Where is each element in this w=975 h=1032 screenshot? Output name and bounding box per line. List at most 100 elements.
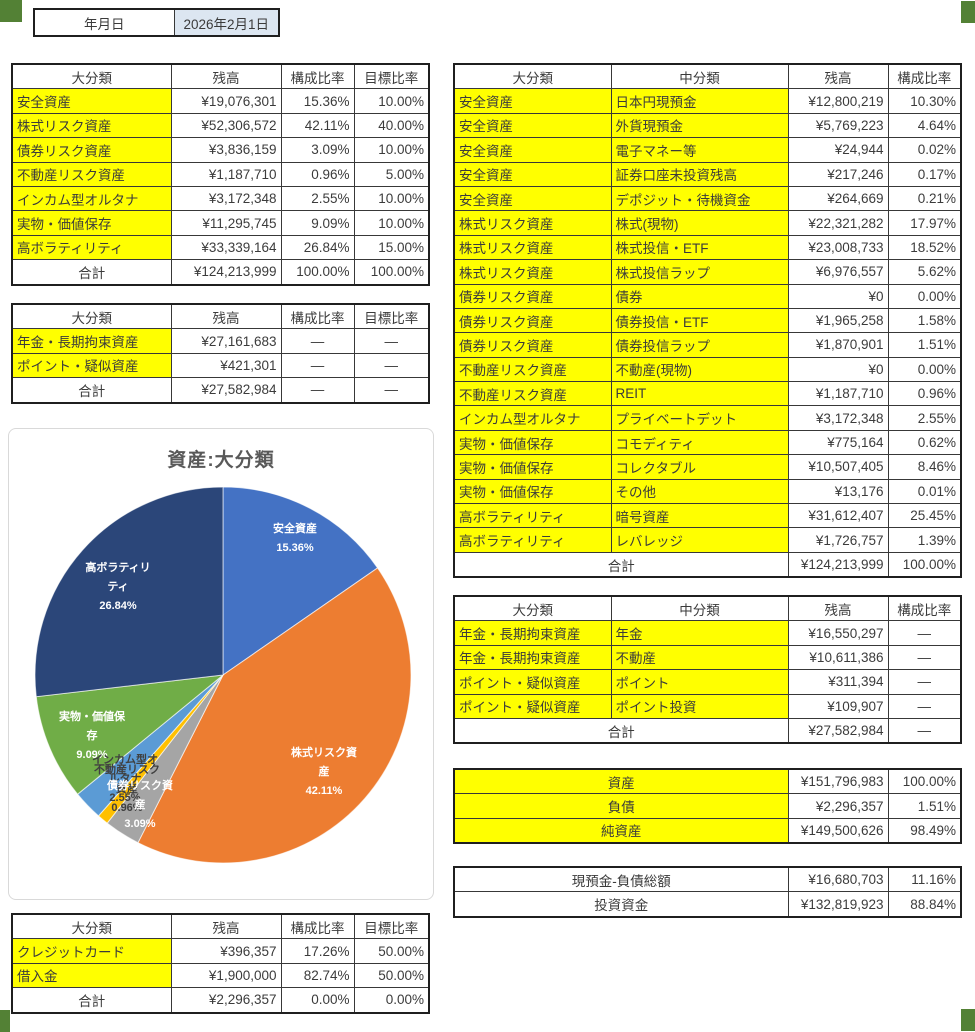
value-cell[interactable]: ¥3,836,159	[170, 137, 282, 163]
value-cell[interactable]: REIT	[610, 381, 789, 407]
value-cell[interactable]: 2.55%	[887, 405, 962, 431]
value-cell[interactable]: コレクタブル	[610, 454, 789, 480]
value-cell[interactable]: ¥1,900,000	[170, 962, 282, 989]
category-cell[interactable]: 実物・価値保存	[11, 210, 172, 236]
value-cell[interactable]: 26.84%	[280, 234, 355, 261]
category-cell[interactable]: ポイント・疑似資産	[453, 693, 612, 719]
value-cell[interactable]: 4.64%	[887, 112, 962, 139]
value-cell[interactable]: 8.46%	[887, 454, 962, 480]
value-cell[interactable]: その他	[610, 478, 789, 505]
category-cell[interactable]: 合計	[453, 717, 789, 744]
value-cell[interactable]: 株式(現物)	[610, 210, 789, 236]
value-cell[interactable]: 0.62%	[887, 429, 962, 456]
category-cell[interactable]: 資産	[453, 768, 789, 795]
value-cell[interactable]: ¥3,172,348	[787, 405, 889, 431]
category-cell[interactable]: 投資資金	[453, 891, 789, 918]
selection-handle-bottom-right[interactable]	[961, 1009, 975, 1031]
value-cell[interactable]: —	[353, 352, 430, 379]
value-cell[interactable]: 18.52%	[887, 234, 962, 261]
column-header[interactable]: 目標比率	[353, 303, 430, 330]
value-cell[interactable]: 88.84%	[887, 891, 962, 918]
value-cell[interactable]: ¥264,669	[787, 185, 889, 212]
category-cell[interactable]: 安全資産	[453, 137, 612, 163]
value-cell[interactable]: ¥1,726,757	[787, 527, 889, 553]
column-header[interactable]: 中分類	[610, 595, 789, 622]
value-cell[interactable]: 17.26%	[280, 938, 355, 964]
column-header[interactable]: 構成比率	[280, 913, 355, 940]
value-cell[interactable]: 0.96%	[280, 161, 355, 187]
column-header[interactable]: 目標比率	[353, 63, 430, 90]
category-cell[interactable]: 安全資産	[453, 112, 612, 139]
category-cell[interactable]: 負債	[453, 793, 789, 819]
value-cell[interactable]: 1.58%	[887, 307, 962, 334]
value-cell[interactable]: ¥27,161,683	[170, 328, 282, 354]
value-cell[interactable]: 10.00%	[353, 88, 430, 114]
value-cell[interactable]: 42.11%	[280, 112, 355, 139]
value-cell[interactable]: 100.00%	[887, 768, 962, 795]
value-cell[interactable]: ¥151,796,983	[787, 768, 889, 795]
pie-chart[interactable]: 資産:大分類 安全資産 15.36% 株式リスク資産 42.11% 債券リスク資産 3.0…	[8, 428, 434, 900]
value-cell[interactable]: 3.09%	[280, 137, 355, 163]
value-cell[interactable]: ¥1,870,901	[787, 332, 889, 358]
value-cell[interactable]: 98.49%	[887, 817, 962, 844]
value-cell[interactable]: 10.00%	[353, 137, 430, 163]
column-header[interactable]: 残高	[170, 913, 282, 940]
column-header[interactable]: 構成比率	[887, 595, 962, 622]
value-cell[interactable]: ¥217,246	[787, 161, 889, 187]
value-cell[interactable]: 2.55%	[280, 185, 355, 212]
value-cell[interactable]: —	[280, 328, 355, 354]
value-cell[interactable]: ¥132,819,923	[787, 891, 889, 918]
category-cell[interactable]: 不動産リスク資産	[453, 381, 612, 407]
value-cell[interactable]: 債券	[610, 283, 789, 309]
value-cell[interactable]: ¥1,965,258	[787, 307, 889, 334]
column-header[interactable]: 残高	[170, 303, 282, 330]
value-cell[interactable]: 年金	[610, 620, 789, 646]
category-cell[interactable]: ポイント・疑似資産	[453, 669, 612, 695]
category-cell[interactable]: 債券リスク資産	[453, 307, 612, 334]
value-cell[interactable]: 株式投信・ETF	[610, 234, 789, 261]
value-cell[interactable]: ¥33,339,164	[170, 234, 282, 261]
category-cell[interactable]: 借入金	[11, 962, 172, 989]
value-cell[interactable]: 50.00%	[353, 938, 430, 964]
value-cell[interactable]: 1.39%	[887, 527, 962, 553]
value-cell[interactable]: ¥19,076,301	[170, 88, 282, 114]
value-cell[interactable]: —	[887, 644, 962, 671]
value-cell[interactable]: ¥5,769,223	[787, 112, 889, 139]
selection-handle-top-right[interactable]	[961, 1, 975, 23]
category-cell[interactable]: 株式リスク資産	[453, 259, 612, 285]
value-cell[interactable]: ¥109,907	[787, 693, 889, 719]
value-cell[interactable]: 債券投信ラップ	[610, 332, 789, 358]
value-cell[interactable]: ¥16,550,297	[787, 620, 889, 646]
value-cell[interactable]: —	[280, 377, 355, 404]
value-cell[interactable]: —	[887, 717, 962, 744]
category-cell[interactable]: 合計	[11, 259, 172, 286]
value-cell[interactable]: 株式投信ラップ	[610, 259, 789, 285]
value-cell[interactable]: 0.01%	[887, 478, 962, 505]
value-cell[interactable]: ¥52,306,572	[170, 112, 282, 139]
category-cell[interactable]: 債券リスク資産	[453, 283, 612, 309]
value-cell[interactable]: ¥1,187,710	[787, 381, 889, 407]
value-cell[interactable]: ポイント	[610, 669, 789, 695]
value-cell[interactable]: —	[353, 377, 430, 404]
column-header[interactable]: 残高	[787, 595, 889, 622]
category-cell[interactable]: 合計	[453, 551, 789, 578]
value-cell[interactable]: 外貨現預金	[610, 112, 789, 139]
value-cell[interactable]: —	[887, 620, 962, 646]
value-cell[interactable]: ¥396,357	[170, 938, 282, 964]
category-cell[interactable]: 実物・価値保存	[453, 429, 612, 456]
value-cell[interactable]: ¥775,164	[787, 429, 889, 456]
category-cell[interactable]: 株式リスク資産	[11, 112, 172, 139]
value-cell[interactable]: —	[353, 328, 430, 354]
column-header[interactable]: 構成比率	[280, 63, 355, 90]
category-cell[interactable]: 債券リスク資産	[11, 137, 172, 163]
pie-slice-1[interactable]	[222, 486, 379, 676]
pie-slice-2[interactable]	[137, 567, 412, 864]
pie-slice-6[interactable]	[35, 674, 225, 795]
value-cell[interactable]: ¥23,008,733	[787, 234, 889, 261]
value-cell[interactable]: ¥124,213,999	[170, 259, 282, 286]
value-cell[interactable]: 不動産	[610, 644, 789, 671]
value-cell[interactable]: 17.97%	[887, 210, 962, 236]
column-header[interactable]: 目標比率	[353, 913, 430, 940]
value-cell[interactable]: ¥31,612,407	[787, 503, 889, 529]
category-cell[interactable]: 実物・価値保存	[453, 478, 612, 505]
